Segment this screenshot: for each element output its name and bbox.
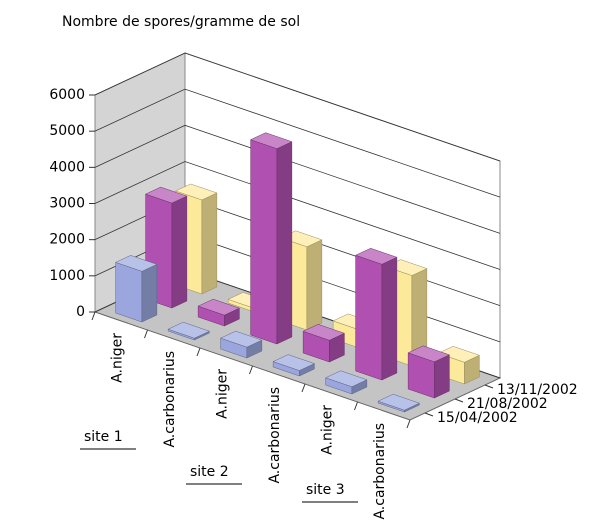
group-label: site 1 [84, 429, 123, 445]
bar-side [201, 192, 218, 295]
bar-top [437, 346, 481, 363]
y-tick-label: 4000 [49, 159, 85, 175]
bar [407, 345, 451, 399]
bar-top [324, 370, 368, 388]
group-label: site 3 [306, 482, 345, 498]
depth-tick [424, 412, 434, 417]
grid-line [94, 161, 501, 270]
bar [272, 354, 316, 377]
x-tick-label: A.carbonarius [267, 387, 283, 484]
bar [377, 393, 421, 413]
bar [354, 247, 398, 381]
bar-top [407, 345, 451, 363]
bar-top [197, 298, 241, 316]
legend-label: 13/11/2002 [497, 382, 578, 398]
depth-tick [454, 398, 464, 403]
grid-line [94, 124, 501, 234]
y-tick-label: 6000 [49, 87, 85, 103]
legend-label: 21/08/2002 [467, 396, 548, 412]
x-tick [91, 311, 96, 321]
bar [249, 132, 293, 345]
bar-front [250, 139, 278, 345]
bar-top [174, 183, 218, 201]
bar-top [272, 354, 316, 371]
x-tick-label: A.niger [319, 405, 335, 455]
y-tick-label: 1000 [49, 268, 85, 284]
bar [302, 324, 346, 363]
bar-front [355, 254, 383, 381]
bar [167, 321, 211, 341]
bar-top [302, 324, 346, 341]
group-label: site 2 [190, 464, 229, 480]
x-tick-label: A.carbonarius [372, 423, 388, 520]
x-tick [406, 419, 411, 429]
x-tick [196, 347, 201, 357]
bar [324, 370, 368, 395]
bar-top [377, 393, 421, 411]
y-tick-label: 3000 [49, 196, 85, 212]
x-tick [301, 383, 306, 393]
bar [219, 330, 263, 359]
y-tick-label: 2000 [49, 232, 85, 248]
x-tick-label: A.niger [109, 333, 125, 383]
y-tick-label: 0 [76, 304, 85, 320]
bar-side [276, 141, 293, 345]
bar [114, 255, 158, 323]
bar-top [354, 247, 398, 265]
bar-top [219, 330, 263, 348]
x-tick [249, 365, 253, 375]
grid-line [94, 88, 501, 198]
x-tick-label: A.carbonarius [162, 351, 178, 448]
bar-front [115, 262, 143, 323]
bar-side [434, 354, 450, 399]
bar-side [381, 256, 398, 381]
grid-line [94, 52, 501, 162]
y-tick-label: 5000 [49, 123, 85, 139]
bar-side [171, 195, 188, 309]
bar-side [306, 239, 323, 331]
bar-side [141, 263, 158, 323]
bar-top [249, 132, 293, 149]
x-tick [144, 329, 148, 339]
depth-tick [484, 384, 494, 389]
bar-top [167, 321, 211, 339]
x-tick-label: A.niger [214, 369, 230, 419]
chart-title: Nombre de spores/gramme de sol [62, 14, 300, 30]
bar-top [114, 255, 158, 272]
legend-label: 15/04/2002 [437, 410, 518, 426]
bar-top [144, 186, 188, 204]
x-tick [354, 401, 358, 411]
bar [197, 298, 241, 327]
